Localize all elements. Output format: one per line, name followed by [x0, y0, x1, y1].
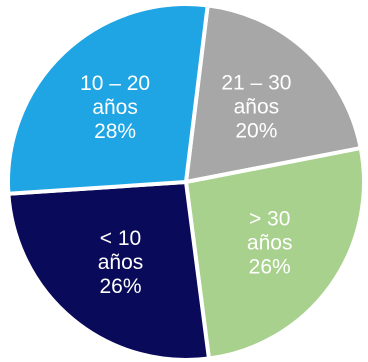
pie-slice-1	[183, 145, 366, 361]
slice-category-label: años	[98, 251, 144, 274]
slice-label-3: 10 – 20 años 28%	[80, 72, 150, 143]
slice-value-label: 26%	[249, 255, 291, 278]
pie-slice-2	[6, 179, 212, 362]
pie-slices	[6, 2, 366, 362]
slice-category-label: años	[92, 96, 138, 119]
slice-category-label: años	[247, 231, 293, 254]
slice-category-label: < 10	[100, 227, 141, 250]
slice-label-2: < 10 años 26%	[98, 227, 144, 298]
slice-value-label: 20%	[235, 120, 277, 143]
pie-slice-3	[6, 2, 210, 196]
slice-label-0: 21 – 30 años 20%	[221, 72, 291, 143]
slice-category-label: > 30	[249, 207, 290, 230]
slice-value-label: 28%	[94, 120, 136, 143]
pie-labels: 21 – 30 años 20%> 30 años 26%< 10 años 26%10 –…	[80, 72, 292, 298]
pie-slice-0	[183, 3, 364, 185]
slice-category-label: 10 – 20	[80, 72, 150, 95]
slice-label-1: > 30 años 26%	[247, 207, 293, 278]
slice-category-label: años	[234, 96, 280, 119]
slice-category-label: 21 – 30	[221, 72, 291, 95]
slice-value-label: 26%	[99, 275, 141, 298]
